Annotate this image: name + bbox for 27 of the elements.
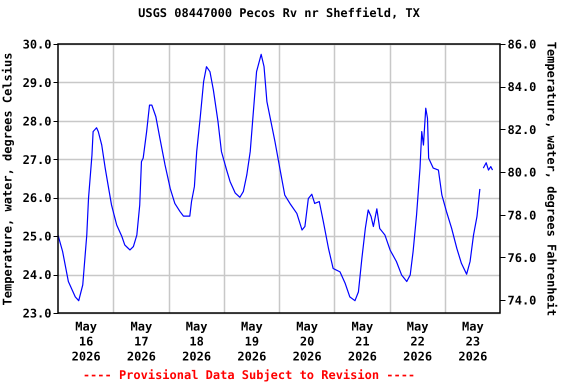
x-tick-label: May 22 2026 (403, 320, 432, 364)
y2-tick-label: 86.0 (508, 38, 536, 52)
x-tick-label: May 21 2026 (348, 320, 377, 364)
y-tick-label: 24.0 (22, 268, 52, 282)
y2-axis-title: Temperature, water, degrees Fahrenheit (544, 42, 558, 316)
y-tick-label: 28.0 (22, 114, 52, 128)
y-axis-title: Temperature, water, degrees Celsius (0, 52, 15, 306)
x-tick-label: May 19 2026 (237, 320, 266, 364)
y2-tick-label: 74.0 (508, 294, 536, 308)
y-tick-label: 25.0 (22, 230, 52, 244)
y-tick-label: 30.0 (22, 38, 52, 52)
y-tick-label: 27.0 (22, 152, 52, 167)
x-tick-label: May 17 2026 (126, 320, 156, 364)
y2-tick-label: 84.0 (508, 80, 536, 94)
y-tick-label: 26.0 (22, 191, 52, 206)
x-tick-label: May 18 2026 (182, 320, 212, 364)
y2-tick-label: 82.0 (508, 122, 536, 137)
y-tick-label: 23.0 (22, 306, 52, 320)
x-tick-label: May 20 2026 (292, 320, 322, 364)
chart-title: USGS 08447000 Pecos Rv nr Sheffield, TX (138, 6, 421, 20)
y2-tick-label: 78.0 (508, 208, 536, 222)
text: ---- Provisional Data Subject to Revision ---- (82, 368, 416, 382)
y2-tick-label: 76.0 (508, 250, 536, 265)
y2-tick-label: 80.0 (508, 166, 536, 180)
x-tick-label: May 23 2026 (458, 320, 488, 364)
y-tick-label: 29.0 (22, 76, 52, 90)
x-tick-label: May 16 2026 (72, 320, 101, 364)
